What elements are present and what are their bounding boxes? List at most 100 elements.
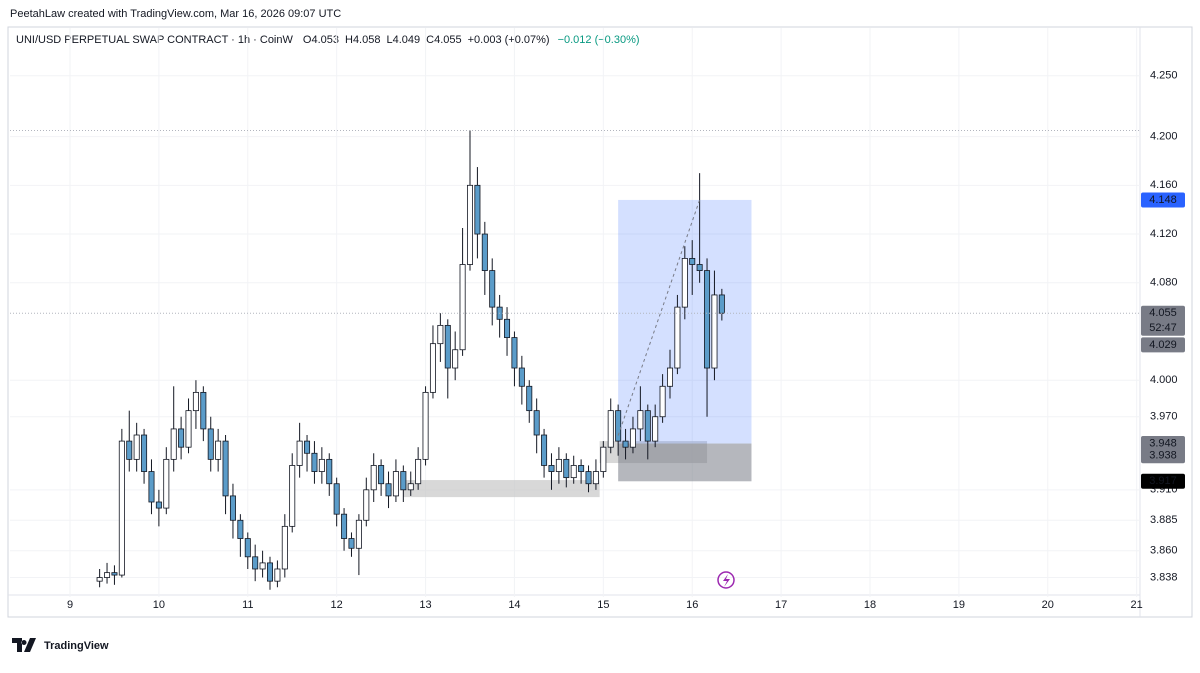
candle-body	[133, 434, 140, 460]
zone	[403, 480, 600, 498]
candle-body	[385, 483, 392, 497]
candle-body	[466, 184, 473, 265]
candle-body	[437, 324, 444, 345]
x-tick-label: 9	[67, 599, 73, 611]
x-tick-label: 21	[1131, 599, 1143, 611]
y-tick-label: 3.970	[1150, 411, 1178, 423]
brand: TradingView	[44, 640, 109, 652]
y-tick-label: 3.838	[1150, 571, 1178, 583]
candle-body	[185, 410, 192, 448]
candle-body	[259, 562, 266, 570]
candle-body	[229, 495, 236, 521]
candle-body	[585, 471, 592, 485]
x-tick-label: 15	[597, 599, 609, 611]
logo	[12, 638, 36, 652]
price-label: 3.938	[1149, 450, 1177, 462]
x-tick-label: 19	[953, 599, 965, 611]
candle-body	[363, 489, 370, 521]
candle-body	[570, 465, 577, 479]
candle-body	[148, 471, 155, 503]
candle-body	[304, 440, 311, 454]
candle-body	[163, 458, 170, 509]
candle-body	[215, 440, 222, 460]
candle-body	[629, 428, 636, 448]
candle-body	[681, 258, 688, 308]
candle-body	[607, 410, 614, 448]
candle-body	[452, 349, 459, 369]
candle-body	[504, 318, 511, 338]
candle-body	[511, 337, 518, 369]
candle-body	[207, 428, 214, 460]
candle-body	[296, 440, 303, 466]
flash-icon	[717, 571, 735, 589]
price-label: 4.055	[1149, 307, 1177, 319]
price-label-box	[1141, 337, 1185, 353]
candle-body	[311, 452, 318, 472]
candle-body	[533, 410, 540, 436]
candle-body	[644, 410, 651, 442]
candle-body	[96, 577, 103, 582]
y-tick-label: 4.200	[1150, 131, 1178, 143]
candle-body	[689, 258, 696, 265]
ohlc-key: L	[386, 34, 392, 46]
candle-body	[222, 440, 229, 497]
candle-body	[637, 410, 644, 430]
candle-body	[281, 525, 288, 570]
frame	[7, 26, 1193, 618]
candle-body	[489, 270, 496, 308]
y-tick-label: 3.885	[1150, 514, 1178, 526]
x-tick-label: 13	[419, 599, 431, 611]
candle-body	[252, 556, 259, 570]
price-label: 3.917	[1149, 475, 1177, 487]
price-label-box	[1141, 192, 1185, 208]
x-tick-label: 17	[775, 599, 787, 611]
candle-body	[155, 501, 162, 509]
candle-body	[659, 385, 666, 418]
symbol: UNI/USD PERPETUAL SWAP CONTRACT · 1h · C…	[16, 34, 293, 46]
candle-body	[718, 294, 725, 314]
change: +0.003 (+0.07%)	[468, 34, 550, 46]
price-label-box	[1141, 436, 1185, 452]
candle-body	[355, 519, 362, 549]
x-tick-label: 10	[153, 599, 165, 611]
y-tick-label: 4.160	[1150, 179, 1178, 191]
target-zone	[618, 199, 752, 444]
candle-body	[192, 391, 199, 412]
y-tick-label: 4.000	[1150, 374, 1178, 386]
candle-body	[541, 434, 548, 466]
candle-body	[178, 428, 185, 448]
ohlc-key: O	[303, 34, 312, 46]
candle-body	[341, 513, 348, 539]
x-tick-label: 20	[1042, 599, 1054, 611]
price-label: 4.029	[1149, 339, 1177, 351]
ohlc-value: 4.053	[311, 34, 339, 46]
price-label: 4.148	[1149, 194, 1177, 206]
candle-body	[407, 483, 414, 491]
candle-body	[667, 367, 674, 387]
price-label-box	[1141, 305, 1185, 336]
candle-body	[266, 562, 273, 582]
candle-body	[348, 538, 355, 549]
candle-body	[111, 572, 118, 576]
candle-body	[422, 391, 429, 460]
candle-body	[429, 343, 436, 393]
ohlc-value: 4.058	[353, 34, 381, 46]
x-tick-label: 14	[508, 599, 520, 611]
candle-body	[170, 428, 177, 460]
y-tick-label: 4.250	[1150, 70, 1178, 82]
candle-body	[444, 324, 451, 369]
price-label-box	[1141, 448, 1185, 464]
candle-body	[548, 465, 555, 472]
candle-body	[592, 471, 599, 485]
candle-body	[578, 465, 585, 472]
ohlc-key: C	[426, 34, 434, 46]
candle-body	[674, 306, 681, 369]
ohlc-value: 4.055	[434, 34, 462, 46]
candle-body	[481, 233, 488, 271]
candle-body	[104, 572, 111, 578]
candle-body	[563, 458, 570, 479]
candle-body	[118, 440, 125, 576]
y-tick-label: 4.120	[1150, 228, 1178, 240]
